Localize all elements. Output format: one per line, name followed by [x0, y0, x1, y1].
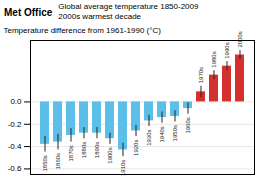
svg-text:1970s: 1970s — [198, 67, 204, 83]
svg-text:1860s: 1860s — [55, 153, 61, 169]
html-text:Global average temperature 185: Global average temperature 1850-2009 — [58, 2, 199, 11]
svg-text:1990s: 1990s — [224, 42, 230, 58]
svg-text:2000s: 2000s — [237, 31, 243, 47]
svg-text:1880s: 1880s — [81, 142, 87, 158]
svg-text:1960s: 1960s — [185, 117, 191, 133]
svg-text:0.0: 0.0 — [10, 97, 22, 106]
svg-text:1870s: 1870s — [68, 145, 74, 161]
svg-text:1890s: 1890s — [94, 142, 100, 158]
svg-text:1930s: 1930s — [146, 129, 152, 145]
svg-text:-0.4: -0.4 — [8, 142, 22, 151]
svg-text:1950s: 1950s — [172, 125, 178, 141]
svg-text:1980s: 1980s — [211, 51, 217, 67]
svg-text:1850s: 1850s — [42, 155, 48, 171]
svg-text:1920s: 1920s — [133, 140, 139, 156]
svg-text:1910s: 1910s — [120, 160, 126, 176]
html-text:2000s warmest decade: 2000s warmest decade — [58, 12, 142, 21]
svg-text:1900s: 1900s — [107, 147, 113, 163]
svg-text:Temperature difference from 19: Temperature difference from 1961-1990 (°… — [4, 26, 162, 35]
html-text:Met Office: Met Office — [4, 6, 53, 18]
svg-text:-0.6: -0.6 — [8, 164, 22, 173]
svg-text:-0.2: -0.2 — [8, 120, 22, 129]
svg-text:1940s: 1940s — [159, 126, 165, 142]
